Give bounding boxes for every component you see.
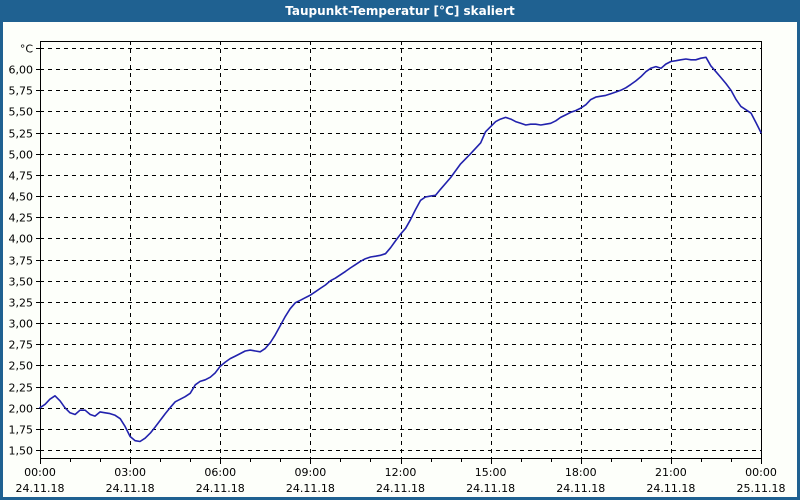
y-axis-tick-label: 2,75 — [9, 339, 34, 352]
x-axis-time-label: 18:00 — [565, 466, 597, 479]
y-axis-tick-label: 4,25 — [9, 212, 34, 225]
x-axis-date-label: 24.11.18 — [646, 482, 695, 495]
dewpoint-temperature-line — [39, 56, 762, 443]
x-axis-time-label: 15:00 — [475, 466, 507, 479]
axis-ticks — [36, 48, 762, 464]
y-axis-tick-label: 2,25 — [9, 382, 34, 395]
y-axis-tick-label: 6,00 — [9, 64, 34, 77]
y-axis-tick-label: 5,75 — [9, 85, 34, 98]
y-axis-tick-label: 5,25 — [9, 128, 34, 141]
x-axis-date-label: 24.11.18 — [106, 482, 155, 495]
y-axis-tick-label: 3,75 — [9, 255, 34, 268]
y-axis-tick-label: 5,50 — [9, 106, 34, 119]
plot-frame — [40, 41, 762, 459]
y-axis-tick-label: 4,50 — [9, 191, 34, 204]
x-axis-date-label: 24.11.18 — [466, 482, 515, 495]
x-axis-date-label: 24.11.18 — [376, 482, 425, 495]
page-title: Taupunkt-Temperatur [°C] skaliert — [285, 4, 515, 18]
x-axis-date-label: 24.11.18 — [286, 482, 335, 495]
chart-panel: 1,50 1,75 2,00 2,25 2,50 2,75 3,00 3,25 3,50 3,75… — [3, 22, 797, 497]
title-bar: Taupunkt-Temperatur [°C] skaliert — [0, 0, 800, 22]
y-axis-tick-label: 2,00 — [9, 403, 34, 416]
y-axis-tick-label: 1,75 — [9, 424, 34, 437]
y-axis-tick-label: 4,75 — [9, 170, 34, 183]
y-axis-tick-label: 5,00 — [9, 149, 34, 162]
x-axis-time-label: 03:00 — [114, 466, 146, 479]
x-axis-time-label: 21:00 — [655, 466, 687, 479]
axis-labels: 1,50 1,75 2,00 2,25 2,50 2,75 3,00 3,25 3,50 3,75… — [9, 43, 786, 496]
y-axis-tick-label: 3,00 — [9, 318, 34, 331]
x-axis-time-label: 00:00 — [745, 466, 777, 479]
x-axis-time-label: 09:00 — [295, 466, 327, 479]
x-axis-date-label: 25.11.18 — [737, 482, 786, 495]
y-axis-tick-label: 3,50 — [9, 276, 34, 289]
y-axis-tick-label: 3,25 — [9, 297, 34, 310]
x-axis-date-label: 24.11.18 — [16, 482, 65, 495]
x-axis-date-label: 24.11.18 — [556, 482, 605, 495]
grid-lines — [40, 41, 761, 458]
y-axis-tick-label: 1,50 — [9, 445, 34, 458]
x-axis-date-label: 24.11.18 — [196, 482, 245, 495]
x-axis-time-label: 00:00 — [24, 466, 56, 479]
y-axis-unit-label: °C — [20, 43, 34, 56]
y-axis-tick-label: 4,00 — [9, 233, 34, 246]
chart-canvas: 1,50 1,75 2,00 2,25 2,50 2,75 3,00 3,25 3,50 3,75… — [9, 41, 786, 496]
x-axis-time-label: 06:00 — [204, 466, 236, 479]
y-axis-tick-label: 2,50 — [9, 360, 34, 373]
x-axis-time-label: 12:00 — [385, 466, 417, 479]
